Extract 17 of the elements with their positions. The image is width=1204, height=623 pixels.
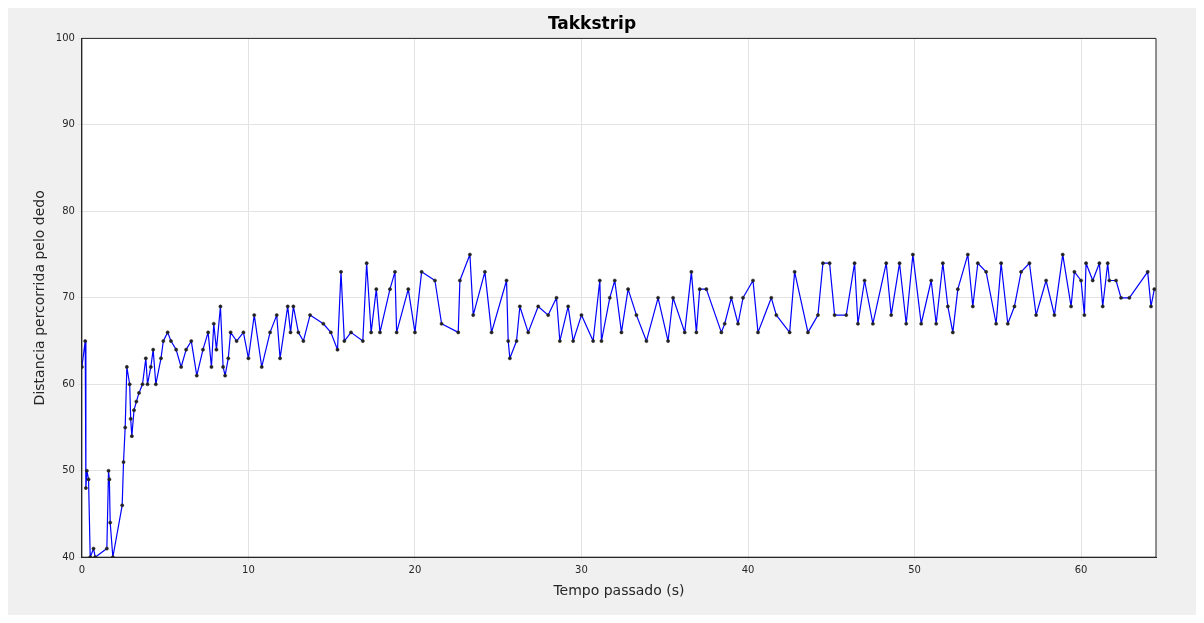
x-tick-label: 20	[408, 563, 422, 575]
x-tick-label: 60	[1074, 563, 1088, 575]
y-tick-label: 70	[62, 291, 75, 303]
y-tick-label: 90	[62, 118, 75, 130]
y-tick-label: 40	[62, 550, 75, 562]
x-tick-label: 50	[908, 563, 921, 575]
x-axis-title: Tempo passado (s)	[552, 582, 685, 599]
chart-title: Takkstrip	[547, 12, 637, 33]
x-tick-label: 40	[741, 563, 755, 575]
y-tick-label: 50	[62, 464, 75, 476]
x-tick-label: 0	[78, 563, 86, 575]
x-tick-label: 10	[242, 563, 255, 575]
y-tick-label: 60	[62, 377, 75, 389]
y-tick-label: 100	[55, 31, 75, 43]
y-tick-label: 80	[62, 204, 75, 216]
x-tick-label: 30	[575, 563, 588, 575]
y-axis-title: Distancia percorrida pelo dedo	[31, 190, 48, 406]
